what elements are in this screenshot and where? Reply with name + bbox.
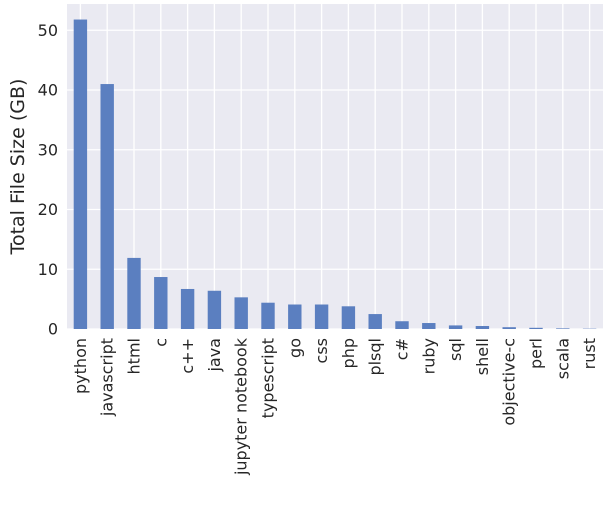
- x-tick-label: typescript: [259, 338, 278, 418]
- bar-objective-c: [503, 327, 516, 329]
- y-tick-label: 40: [38, 81, 58, 100]
- x-tick-label: css: [312, 338, 331, 363]
- bar-perl: [529, 328, 542, 329]
- bar-sql: [449, 325, 462, 329]
- bar-c-: [181, 289, 194, 329]
- x-tick-label: c#: [393, 338, 412, 360]
- bar-c: [154, 277, 167, 329]
- y-tick-label: 0: [48, 320, 58, 339]
- plot-background: [67, 4, 603, 329]
- x-tick-label: rust: [580, 338, 599, 369]
- x-tick-label: ruby: [419, 338, 438, 374]
- bar-css: [315, 305, 328, 329]
- x-tick-label: go: [285, 338, 304, 358]
- bar-html: [127, 258, 140, 329]
- bar-php: [342, 306, 355, 329]
- x-tick-label: jupyter notebook: [232, 337, 251, 476]
- bar-scala: [556, 328, 569, 329]
- bar-plsql: [369, 314, 382, 329]
- bar-go: [288, 305, 301, 329]
- x-tick-label: python: [71, 338, 90, 394]
- bar-jupyter-notebook: [235, 297, 248, 329]
- y-axis-label: Total File Size (GB): [7, 79, 29, 256]
- bar-java: [208, 291, 221, 329]
- y-tick-label: 50: [38, 21, 58, 40]
- bar-typescript: [261, 303, 274, 329]
- x-tick-label: plsql: [366, 338, 385, 376]
- bar-ruby: [422, 323, 435, 329]
- y-tick-labels: 0 10 20 30 40 50: [38, 21, 58, 339]
- bar-javascript: [101, 84, 114, 329]
- y-tick-label: 10: [38, 260, 58, 279]
- x-tick-label: scala: [553, 338, 572, 379]
- bar-python: [74, 20, 87, 329]
- x-tick-label: c++: [178, 338, 197, 374]
- x-tick-label: javascript: [98, 338, 117, 417]
- x-tick-label: objective-c: [500, 338, 519, 426]
- x-tick-label: c: [151, 338, 170, 347]
- bar-shell: [476, 326, 489, 329]
- x-tick-label: perl: [527, 338, 546, 369]
- bar-c-: [395, 321, 408, 329]
- x-tick-label: java: [205, 338, 224, 373]
- x-tick-label: shell: [473, 338, 492, 375]
- y-tick-label: 30: [38, 140, 58, 159]
- x-tick-label: html: [125, 338, 144, 374]
- x-tick-label: sql: [446, 338, 465, 361]
- y-tick-label: 20: [38, 200, 58, 219]
- x-tick-label: php: [339, 338, 358, 368]
